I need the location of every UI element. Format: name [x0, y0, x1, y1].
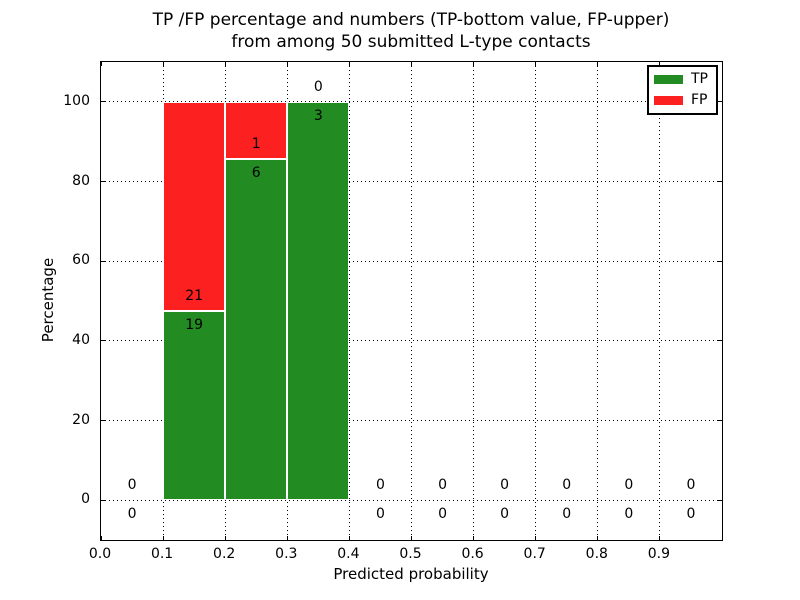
x-tick-top [659, 62, 661, 66]
x-tick-label: 0.3 [275, 546, 298, 562]
fp-count-label: 0 [624, 477, 634, 494]
y-tick-left [101, 420, 105, 421]
x-tick-top [535, 62, 537, 66]
x-axis-label: Predicted probability [333, 565, 489, 583]
y-tick-left [101, 181, 105, 182]
x-tick-label: 0.1 [150, 546, 174, 562]
tp-count-label: 6 [251, 164, 261, 181]
tp-count-label: 19 [185, 316, 204, 333]
fp-count-label: 21 [185, 287, 204, 304]
bar-segment-fp [225, 101, 288, 159]
x-tick-bottom [162, 536, 164, 540]
tp-count-label: 3 [313, 107, 323, 124]
x-tick-label: 0.5 [399, 546, 422, 562]
v-gridline [597, 62, 599, 540]
x-tick-bottom [597, 536, 599, 540]
tp-count-label: 0 [127, 506, 137, 523]
x-tick-label: 0.2 [213, 546, 236, 562]
x-tick-top [100, 62, 102, 66]
y-tick-left [101, 340, 105, 342]
fp-count-label: 0 [313, 78, 323, 95]
fp-count-label: 0 [438, 477, 447, 494]
plot-area: 0 0 21 19 1 6 0 3 0 0 0 0 0 0 0 0 0 0 0 0 [100, 61, 723, 541]
y-tick-right [718, 181, 722, 182]
tp-count-label: 0 [624, 506, 634, 523]
x-tick-label: 0.6 [461, 546, 484, 562]
x-tick-label: 0.4 [337, 546, 360, 562]
x-tick-top [473, 62, 475, 66]
tp-color-swatch [654, 75, 683, 84]
x-tick-bottom [224, 536, 226, 540]
y-tick-label: 80 [72, 172, 90, 189]
v-gridline [473, 62, 475, 540]
chart-title-line1: TP /FP percentage and numbers (TP-bottom… [152, 10, 670, 30]
y-tick-right [718, 340, 722, 342]
x-tick-top [224, 62, 226, 66]
y-tick-label: 0 [81, 491, 90, 508]
tp-count-label: 0 [438, 506, 447, 523]
chart-title: TP /FP percentage and numbers (TP-bottom… [100, 9, 722, 53]
x-tick-top [162, 62, 164, 66]
y-tick-left [101, 101, 105, 103]
y-tick-right [718, 101, 722, 103]
legend-label-tp: TP [691, 71, 708, 87]
legend-item-tp: TP [654, 69, 716, 90]
x-tick-label: 0.7 [523, 546, 546, 562]
y-tick-right [718, 420, 722, 421]
y-tick-left [101, 260, 105, 262]
x-tick-bottom [411, 536, 412, 540]
y-tick-label: 40 [72, 331, 90, 348]
tp-count-label: 0 [686, 506, 696, 523]
x-tick-label: 0.8 [585, 546, 608, 562]
x-tick-label: 0.0 [88, 546, 112, 562]
x-tick-bottom [100, 536, 102, 540]
x-tick-top [286, 62, 288, 66]
x-tick-bottom [348, 536, 350, 540]
y-tick-right [718, 499, 722, 501]
v-gridline [535, 62, 537, 540]
bar-segment-tp [225, 158, 288, 501]
tp-count-label: 0 [562, 506, 572, 523]
legend-label-fp: FP [691, 92, 708, 108]
bar-segment-tp [287, 101, 350, 501]
fp-count-label: 0 [562, 477, 572, 494]
tp-count-label: 0 [500, 506, 510, 523]
fp-count-label: 0 [127, 477, 137, 494]
fp-count-label: 1 [251, 135, 261, 152]
y-tick-label: 100 [63, 92, 90, 109]
v-gridline [348, 62, 350, 540]
y-tick-label: 60 [72, 252, 90, 269]
x-tick-bottom [473, 536, 475, 540]
fp-count-label: 0 [686, 477, 696, 494]
x-tick-top [411, 62, 412, 66]
y-tick-label: 20 [72, 411, 90, 428]
x-tick-bottom [286, 536, 288, 540]
x-tick-top [348, 62, 350, 66]
chart-title-line2: from among 50 submitted L-type contacts [231, 32, 591, 52]
legend: TP FP [647, 65, 718, 115]
tp-count-label: 0 [375, 506, 385, 523]
bar-segment-tp [163, 310, 226, 501]
fp-count-label: 0 [500, 477, 510, 494]
x-tick-top [597, 62, 599, 66]
fp-color-swatch [654, 96, 683, 105]
y-tick-right [718, 260, 722, 262]
y-tick-left [101, 499, 105, 501]
x-tick-bottom [535, 536, 537, 540]
legend-item-fp: FP [654, 90, 716, 111]
x-tick-bottom [659, 536, 661, 540]
x-tick-label: 0.9 [647, 546, 671, 562]
fp-count-label: 0 [375, 477, 385, 494]
v-gridline [659, 62, 661, 540]
v-gridline [411, 62, 412, 540]
bar-segment-fp [163, 101, 226, 311]
y-axis-label: Percentage [39, 257, 57, 343]
